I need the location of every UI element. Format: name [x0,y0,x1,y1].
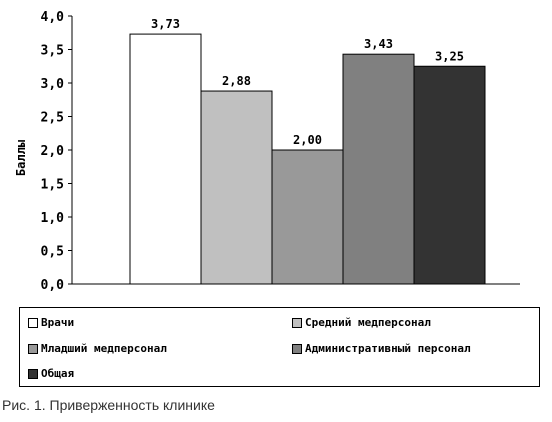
legend-swatch-middle-staff [292,318,302,328]
bar-doctors [129,33,202,285]
legend-item-junior-staff: Младший медперсонал [28,342,167,356]
bar-chart: 0,0 0,5 1,0 1,5 2,0 2,5 3,0 3,5 4,0 3,73 2,88 2,00… [14,10,520,293]
legend-swatch-junior-staff [28,344,38,354]
legend-label-admin-staff: Административный персонал [305,342,471,355]
y-tick-label: 2,5 [41,111,64,126]
bar-admin-staff [342,53,415,285]
legend-label-middle-staff: Средний медперсонал [305,316,431,329]
legend-label-total: Общая [41,367,75,380]
legend-label-doctors: Врачи [41,316,75,329]
legend-label-junior-staff: Младший медперсонал [41,342,167,355]
legend-item-middle-staff: Средний медперсонал [292,316,431,330]
y-tick-label: 1,0 [41,211,65,226]
y-tick-label: 2,0 [41,144,65,159]
bar-junior-staff [271,149,344,285]
legend-swatch-doctors [28,318,38,328]
data-label-junior-staff: 2,00 [293,133,322,147]
data-labels: 3,73 2,88 2,00 3,43 3,25 [151,17,464,147]
y-tick-label: 1,5 [41,178,64,193]
legend-item-admin-staff: Административный персонал [292,342,471,356]
data-label-admin-staff: 3,43 [364,37,393,51]
y-tick-label: 3,0 [41,77,65,92]
figure-caption: Рис. 1. Приверженность клинике [2,397,215,413]
y-axis-title: Баллы [14,139,28,176]
y-tick-label: 4,0 [41,10,65,25]
bar-total [413,65,486,285]
bars [129,33,486,285]
y-tick-label: 0,0 [41,278,65,293]
bar-middle-staff [200,90,273,285]
data-label-total: 3,25 [435,49,464,63]
y-tick-label: 3,5 [41,44,64,59]
legend-item-doctors: Врачи [28,316,74,330]
legend-swatch-admin-staff [292,344,302,354]
legend-item-total: Общая [28,367,74,381]
data-label-doctors: 3,73 [151,17,180,31]
legend-swatch-total [28,369,38,379]
y-tick-label: 0,5 [41,245,64,260]
data-label-middle-staff: 2,88 [222,74,251,88]
legend: Врачи Средний медперсонал Младший медпер… [19,307,540,387]
